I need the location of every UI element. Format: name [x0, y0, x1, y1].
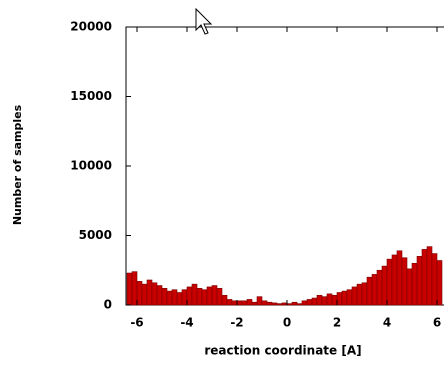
histogram-bar — [386, 258, 393, 306]
y-tick-label: 15000 — [70, 89, 112, 103]
histogram-bar — [301, 300, 308, 306]
histogram-bar — [306, 299, 313, 306]
histogram-bar — [166, 290, 173, 306]
histogram-bar — [161, 288, 168, 306]
histogram-bar — [326, 293, 333, 306]
histogram-bar — [316, 294, 323, 306]
histogram-bar — [171, 289, 178, 306]
histogram-bar — [176, 292, 183, 306]
histogram-bar — [351, 286, 358, 306]
histogram-bar — [391, 254, 398, 306]
histogram-bar — [321, 296, 328, 306]
mouse-cursor — [195, 7, 213, 35]
histogram-bar — [346, 289, 353, 306]
histogram-bar — [311, 297, 318, 306]
histogram-bar — [406, 268, 413, 306]
y-axis-label: Number of samples — [11, 104, 24, 225]
y-tick-label: 5000 — [79, 228, 112, 242]
histogram-bar — [286, 303, 293, 306]
histogram-bar — [421, 249, 428, 306]
x-tick-label: -6 — [130, 316, 143, 330]
histogram-bar — [416, 256, 423, 306]
histogram-bar — [266, 301, 273, 306]
histogram-bar — [366, 276, 373, 306]
histogram-bar — [201, 289, 208, 306]
y-tick-label: 10000 — [70, 159, 112, 173]
histogram-bar — [246, 299, 253, 306]
x-tick-label: -4 — [180, 316, 193, 330]
histogram-bar — [356, 283, 363, 306]
x-tick-label: 2 — [333, 316, 341, 330]
histogram-bar — [236, 300, 243, 306]
x-tick-label: 6 — [433, 316, 441, 330]
histogram-bar — [336, 292, 343, 306]
histogram-bar — [206, 286, 213, 306]
histogram-bar — [186, 286, 193, 306]
histogram-bar — [251, 301, 258, 306]
histogram-bar — [431, 253, 438, 306]
histogram-bar — [191, 283, 198, 306]
histogram-bar — [146, 279, 153, 306]
histogram-bar — [291, 301, 298, 306]
histogram-bar — [156, 285, 163, 306]
histogram-bar — [331, 294, 338, 306]
x-tick-label: 4 — [383, 316, 391, 330]
x-tick-label: -2 — [230, 316, 243, 330]
histogram-bar — [396, 250, 403, 306]
histogram-bar — [221, 294, 228, 306]
histogram-bar — [401, 257, 408, 306]
histogram-bar — [361, 282, 368, 306]
histogram-bar — [376, 269, 383, 306]
histogram-bar — [436, 260, 443, 306]
histogram-bar — [296, 303, 303, 306]
y-tick-label: 20000 — [70, 20, 112, 34]
histogram-bar — [141, 283, 148, 306]
histogram-bar — [126, 272, 133, 306]
histogram-bar — [426, 246, 433, 306]
histogram-bar — [211, 285, 218, 306]
histogram-bar — [341, 290, 348, 306]
histogram-bar — [231, 300, 238, 306]
histogram-bar — [226, 299, 233, 306]
histogram-bar — [151, 282, 158, 306]
histogram-bar — [256, 296, 263, 306]
histogram-bar — [381, 265, 388, 306]
histogram-bar — [216, 288, 223, 306]
x-axis-label: reaction coordinate [A] — [204, 344, 361, 358]
histogram-bar — [136, 281, 143, 306]
histogram-bar — [371, 274, 378, 306]
histogram-bar — [131, 271, 138, 306]
y-tick-label: 0 — [104, 298, 112, 312]
x-tick-label: 0 — [283, 316, 291, 330]
histogram-bar — [241, 300, 248, 306]
histogram-bar — [411, 262, 418, 306]
histogram-bar — [276, 303, 283, 306]
histogram-bar — [281, 302, 288, 306]
histogram-bar — [181, 289, 188, 306]
histogram-bar — [271, 302, 278, 306]
histogram-bar — [261, 300, 268, 306]
histogram-bar — [196, 288, 203, 306]
